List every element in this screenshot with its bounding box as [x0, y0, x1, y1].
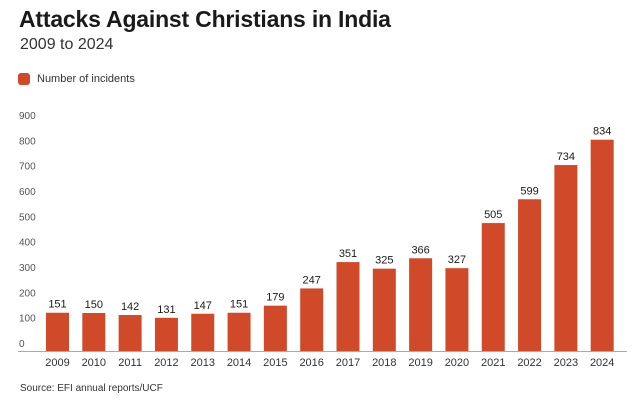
chart-subtitle: 2009 to 2024	[20, 36, 114, 53]
bar	[227, 312, 251, 351]
data-label: 179	[266, 292, 284, 304]
data-label: 147	[194, 300, 212, 312]
data-label: 131	[157, 304, 175, 316]
x-tick-label: 2018	[372, 357, 396, 369]
data-label: 599	[520, 185, 538, 197]
x-tick-label: 2016	[299, 357, 323, 369]
y-tick-label: 500	[19, 212, 36, 223]
y-tick-label: 0	[19, 339, 25, 350]
data-label: 834	[593, 126, 611, 138]
bar	[118, 315, 142, 351]
bar	[518, 199, 542, 351]
x-tick-label: 2011	[118, 357, 142, 369]
x-tick-label: 2015	[263, 357, 287, 369]
y-tick-label: 600	[19, 187, 36, 198]
y-tick-label: 700	[19, 162, 36, 173]
y-tick-label: 200	[19, 288, 36, 299]
data-label: 327	[448, 254, 466, 266]
legend-swatch	[18, 73, 30, 85]
bar	[590, 139, 614, 351]
bar	[263, 305, 287, 351]
data-label: 351	[339, 248, 357, 260]
data-label: 325	[375, 255, 393, 267]
data-label: 366	[411, 244, 429, 256]
source-note: Source: EFI annual reports/UCF	[20, 383, 163, 394]
x-tick-label: 2020	[445, 357, 469, 369]
x-tick-label: 2019	[408, 357, 432, 369]
data-label: 151	[230, 299, 248, 311]
x-tick-label: 2023	[554, 357, 578, 369]
legend: Number of incidents	[18, 73, 135, 85]
data-label: 247	[303, 274, 321, 286]
x-tick-label: 2009	[45, 357, 69, 369]
bar	[409, 258, 433, 351]
y-tick-label: 100	[19, 314, 36, 325]
y-tick-label: 300	[19, 263, 36, 274]
x-tick-label: 2014	[227, 357, 251, 369]
bar	[554, 165, 578, 351]
data-label: 505	[484, 209, 502, 221]
bar	[481, 223, 505, 351]
bar	[300, 288, 324, 351]
x-tick-label: 2010	[82, 357, 106, 369]
bar	[372, 268, 396, 351]
chart-title: Attacks Against Christians in India	[19, 6, 391, 32]
data-label: 142	[121, 301, 139, 313]
bar	[336, 262, 360, 351]
bar	[46, 312, 69, 351]
legend-label: Number of incidents	[37, 73, 135, 85]
bar	[445, 268, 469, 351]
data-label: 734	[557, 151, 575, 163]
x-tick-label: 2021	[481, 357, 505, 369]
x-tick-label: 2013	[191, 357, 215, 369]
data-label: 151	[48, 299, 66, 311]
x-tick-label: 2022	[517, 357, 541, 369]
bar	[154, 317, 178, 351]
x-tick-label: 2012	[154, 357, 178, 369]
x-tick-label: 2024	[590, 357, 614, 369]
x-tick-label: 2017	[336, 357, 360, 369]
bar	[82, 313, 106, 351]
y-tick-label: 900	[19, 111, 36, 122]
y-tick-label: 400	[19, 238, 36, 249]
bar	[191, 313, 215, 351]
y-tick-label: 800	[19, 136, 36, 147]
data-label: 150	[85, 299, 103, 311]
